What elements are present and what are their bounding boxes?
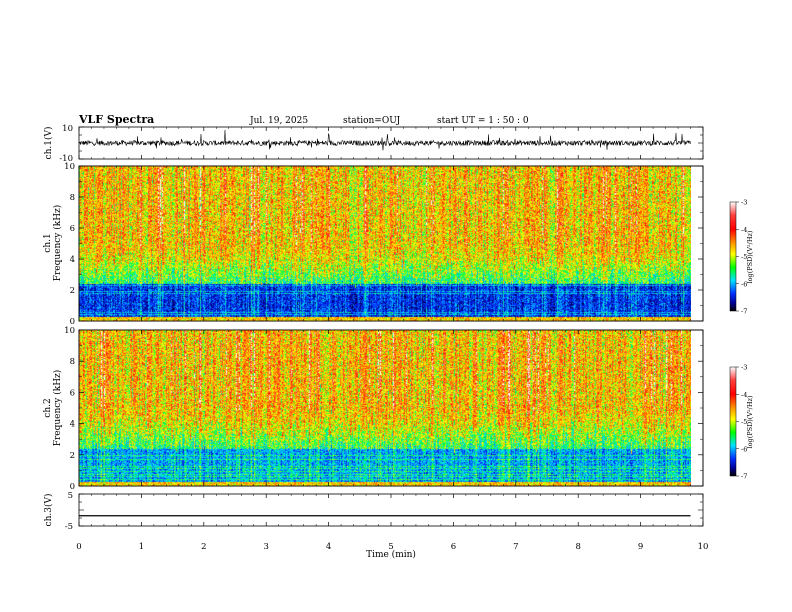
colorbar-tick-label: -4 [741, 226, 747, 234]
ch2-colorbar-label: log(PSD)(V²/Hz) [746, 395, 754, 448]
x-tick-label: 2 [201, 542, 206, 552]
colorbar-tick-label: -4 [741, 391, 747, 399]
freq-tick-label: 0 [70, 317, 75, 327]
waveform-ch1-trace [78, 129, 691, 151]
ch1-waveform-ylabel: ch.1(V) [43, 127, 54, 160]
x-tick-label: 4 [326, 542, 331, 552]
freq-tick-label: 10 [64, 162, 75, 172]
colorbar-tick-label: -6 [741, 280, 747, 288]
freq-tick-label: 6 [70, 224, 75, 234]
colorbar-tick-label: -7 [741, 473, 747, 481]
freq-tick-label: 2 [70, 451, 75, 461]
ch1-ytick-bottom: -10 [59, 154, 73, 164]
ch1-colorbar [729, 201, 737, 312]
x-tick-label: 3 [263, 542, 268, 552]
x-tick-label: 1 [139, 542, 144, 552]
x-tick-label: 9 [638, 542, 643, 552]
x-tick-label: 8 [575, 542, 580, 552]
spectrogram-ch2-image [79, 330, 691, 486]
x-tick-label: 5 [388, 542, 393, 552]
ch2-spec-ylabel-1: ch.2 [43, 398, 53, 417]
freq-tick-label: 4 [70, 420, 75, 430]
colorbar-tick-label: -3 [741, 364, 747, 372]
x-tick-label: 10 [698, 542, 709, 552]
colorbar-tick-label: -7 [741, 308, 747, 316]
x-tick-label: 0 [76, 542, 81, 552]
colorbar-tick-label: -6 [741, 445, 747, 453]
ch1-spec-ylabel-2: Frequency (kHz) [52, 205, 63, 282]
ch3-ytick-bottom: -5 [65, 522, 73, 532]
freq-tick-label: 4 [70, 255, 75, 265]
ch3-ytick-top: 5 [68, 491, 73, 501]
ch1-colorbar-label: log(PSD)(V²/Hz) [746, 230, 754, 283]
freq-tick-label: 0 [70, 482, 75, 492]
ch2-spec-ylabel-2: Frequency (kHz) [52, 370, 63, 447]
colorbar-tick-label: -5 [741, 418, 747, 426]
freq-tick-label: 8 [70, 357, 75, 367]
freq-tick-label: 10 [64, 326, 75, 336]
ch2-colorbar [729, 366, 737, 477]
station-label: station=OUJ [343, 116, 401, 126]
ch1-ytick-top: 10 [62, 124, 73, 134]
figure-title: VLF Spectra [78, 113, 154, 126]
x-axis: 0 1 2 3 4 5 6 7 8 9 10 [76, 127, 708, 552]
spectrogram-ch1-image [79, 166, 691, 321]
waveform-ch3-panel: 5 -5 ch.3(V) [43, 491, 704, 532]
colorbar-tick-label: -3 [741, 199, 747, 207]
ch3-waveform-ylabel: ch.3(V) [43, 494, 54, 527]
date-label: Jul. 19, 2025 [249, 116, 308, 126]
start-time-label: start UT = 1 : 50 : 0 [437, 116, 529, 126]
freq-tick-label: 6 [70, 388, 75, 398]
x-axis-label: Time (min) [366, 549, 416, 560]
waveform-ch1-panel: 10 -10 ch.1(V) [43, 124, 704, 164]
x-tick-label: 6 [451, 542, 456, 552]
freq-tick-label: 8 [70, 193, 75, 203]
freq-tick-label: 2 [70, 286, 75, 296]
colorbar-tick-label: -5 [741, 253, 747, 261]
ch1-spec-ylabel-1: ch.1 [43, 233, 53, 252]
x-tick-label: 7 [513, 542, 518, 552]
